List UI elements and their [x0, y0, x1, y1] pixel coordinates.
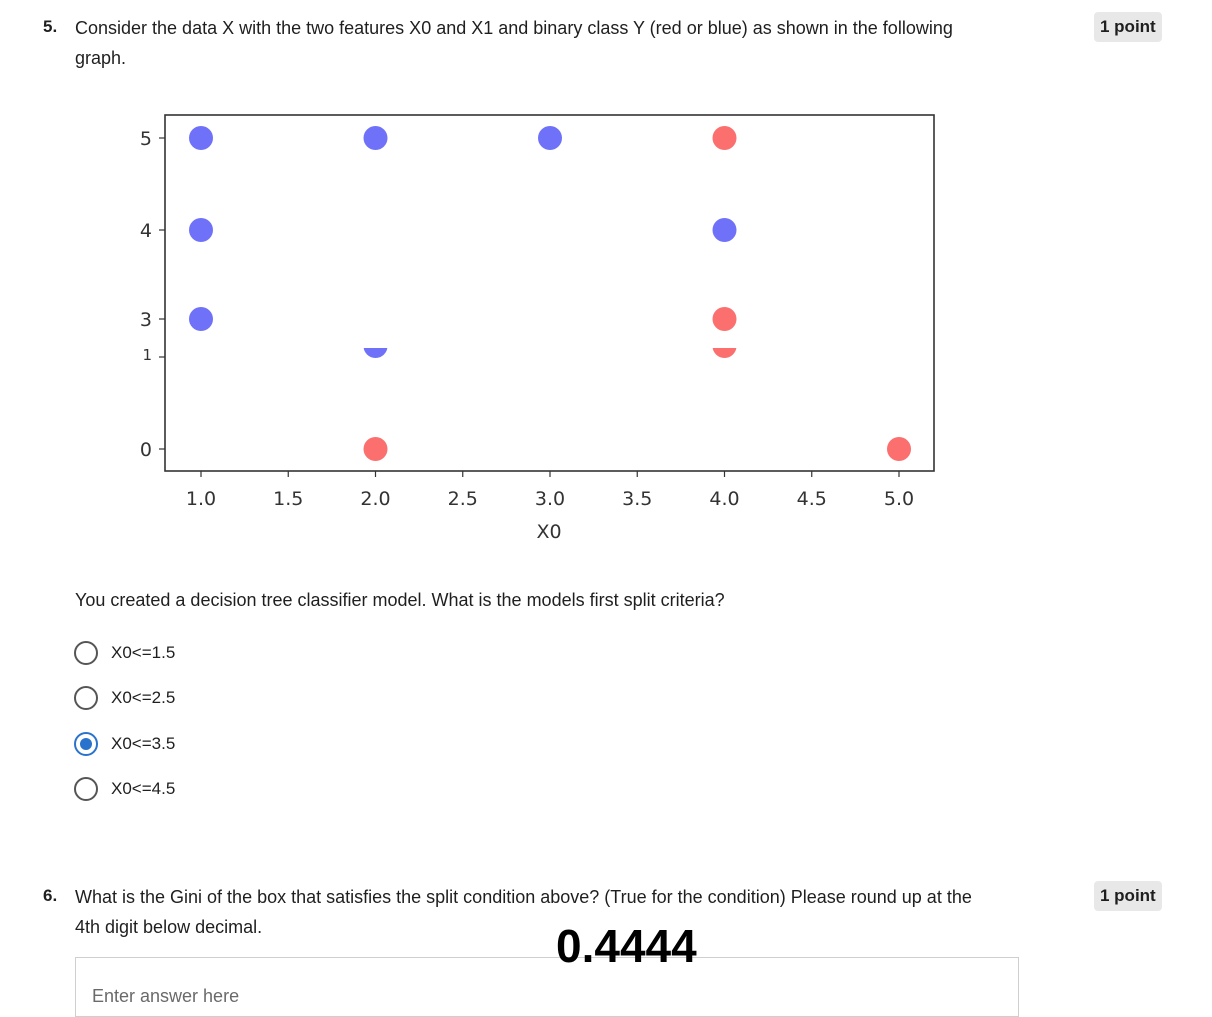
red-point [712, 348, 737, 358]
x-tick-label: 1.5 [273, 488, 303, 510]
radio-button[interactable] [74, 732, 98, 756]
data-points-layer [189, 126, 911, 461]
option-x0-le-2-5[interactable]: X0<=2.5 [74, 685, 175, 711]
y-tick-label: 0 [140, 439, 152, 461]
blue-point [189, 307, 213, 331]
x-tick-label: 3.0 [535, 488, 565, 510]
x-tick-label: 3.5 [622, 488, 652, 510]
question-5-text: Consider the data X with the two feature… [75, 13, 1035, 73]
question-6-number: 6. [43, 886, 58, 905]
question-6-text: What is the Gini of the box that satisfi… [75, 882, 1035, 942]
blue-point [363, 126, 388, 150]
x-tick-label: 4.0 [709, 488, 739, 510]
question-6-points-badge: 1 point [1094, 881, 1162, 911]
option-label: X0<=4.5 [111, 779, 176, 798]
x-tick-label: 2.5 [448, 488, 478, 510]
option-label: X0<=3.5 [111, 734, 176, 753]
question-5-number: 5. [43, 17, 58, 36]
y-tick-label: 5 [140, 128, 152, 150]
option-label: X0<=1.5 [111, 643, 176, 662]
scatter-chart: 1.0 1.5 2.0 2.5 3.0 3.5 4.0 4.5 5.0 0 1 3 4 5 X0 [140, 114, 935, 543]
question-5-text-line-1: Consider the data X with the two feature… [75, 18, 953, 38]
option-x0-le-4-5[interactable]: X0<=4.5 [74, 776, 175, 802]
answer-input[interactable] [75, 957, 1019, 1017]
question-6-text-line-1: What is the Gini of the box that satisfi… [75, 887, 972, 907]
y-tick-label: 1 [142, 346, 152, 364]
red-point [712, 307, 737, 331]
y-tick-label: 3 [140, 309, 152, 331]
x-axis-label: X0 [536, 521, 561, 543]
y-tick-label: 4 [140, 220, 152, 242]
option-label: X0<=2.5 [111, 688, 176, 707]
blue-point [189, 126, 213, 150]
question-6-text-line-2: 4th digit below decimal. [75, 917, 263, 937]
red-point [363, 437, 388, 461]
blue-point [189, 218, 213, 242]
x-tick-label: 2.0 [360, 488, 390, 510]
red-point [712, 126, 737, 150]
question-5-prompt: You created a decision tree classifier m… [75, 590, 725, 610]
x-tick-label: 1.0 [186, 488, 216, 510]
plot-frame [164, 114, 935, 472]
blue-point [363, 348, 388, 358]
option-x0-le-3-5[interactable]: X0<=3.5 [74, 731, 175, 757]
blue-point [538, 126, 562, 150]
red-point [887, 437, 911, 461]
x-tick-label: 4.5 [797, 488, 827, 510]
radio-button[interactable] [74, 686, 98, 710]
radio-button[interactable] [74, 777, 98, 801]
axes-layer: 1.0 1.5 2.0 2.5 3.0 3.5 4.0 4.5 5.0 0 1 3 4 5 [140, 128, 914, 510]
overlay-answer-text: 0.4444 [556, 920, 697, 972]
x-tick-label: 5.0 [884, 488, 914, 510]
option-x0-le-1-5[interactable]: X0<=1.5 [74, 640, 175, 666]
radio-button[interactable] [74, 641, 98, 665]
question-5-points-badge: 1 point [1094, 12, 1162, 42]
blue-point [712, 218, 737, 242]
question-5-text-line-2: graph. [75, 48, 127, 68]
